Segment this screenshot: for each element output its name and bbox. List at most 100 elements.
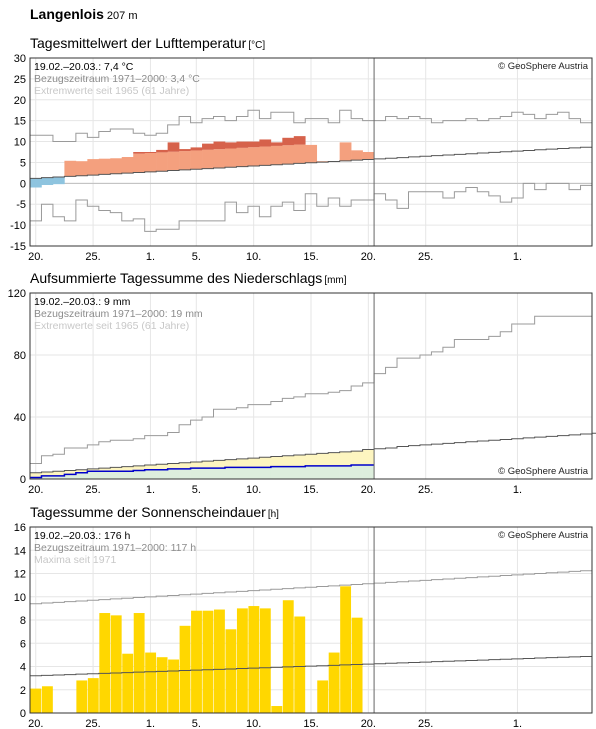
temp-bar-above [110,158,123,174]
precip-deficit [52,471,65,476]
sun-bar [282,600,294,713]
temp-unit: [°C] [248,40,266,51]
x-tick-label: 20. [28,484,43,496]
y-tick-label: -15 [10,241,26,253]
y-tick-label: 8 [20,615,26,627]
x-tick-label: 10. [246,251,261,263]
temp-bar-above-strong [213,141,226,150]
precip-area [52,475,65,479]
precip-area [87,471,100,479]
sun-bar [351,617,363,713]
precip-deficit [224,459,237,468]
precip-deficit [110,467,123,472]
sun-bar [99,613,111,713]
sun-bar [294,616,306,713]
sun-bar [259,608,271,713]
temp-bar-above [351,150,363,161]
sun-bar [317,680,329,713]
y-tick-label: -10 [10,220,26,232]
x-tick-label: 1. [513,484,522,496]
precip-area [202,468,214,479]
x-tick-label: 20. [361,251,376,263]
temp-bar-above-strong [293,136,306,145]
x-tick-label: 1. [146,251,155,263]
y-tick-label: 0 [20,708,26,720]
info-line: Bezugszeitraum 1971–2000: 117 h [34,542,196,554]
info-line: Bezugszeitraum 1971–2000: 3,4 °C [34,73,200,85]
x-tick-label: 5. [192,251,201,263]
precip-deficit [202,461,214,469]
sun-bar [214,609,225,713]
precip-area [98,471,111,479]
sun-bar [179,625,191,713]
precip-area [293,466,306,479]
precip-deficit [362,449,375,466]
sun-bar [225,629,237,713]
precip-area [133,470,145,479]
sun-bar [236,608,248,713]
temp-bar-above-strong [224,142,237,149]
temp-bar-above [213,149,226,168]
sun-max-line [30,570,592,605]
temp-bar-below [52,177,65,185]
temp-bar-above-strong [133,152,145,154]
x-tick-label: 20. [361,718,376,729]
precip-area [144,469,157,479]
info-line: Bezugszeitraum 1971–2000: 19 mm [34,308,203,320]
temp-bar-above [362,152,375,160]
sun-bar [248,606,260,713]
precip-area [351,465,363,479]
station-elevation: 207 m [106,10,138,22]
x-tick-label: 10. [246,484,261,496]
sun-title: Tagessumme der Sonnenscheindauer [30,504,266,520]
y-tick-label: 5 [20,157,26,169]
precip-deficit [270,456,283,467]
sun-bar [328,652,340,713]
temp-bar-above-strong [259,139,272,147]
x-tick-label: 25. [418,718,433,729]
sun-bar [76,680,88,713]
x-tick-label: 15. [303,718,318,729]
y-tick-label: 6 [20,638,26,650]
temp-bar-above-strong [179,149,191,152]
info-line: Extremwerte seit 1965 (61 Jahre) [34,85,189,97]
temp-normal-line [30,146,592,179]
info-line: 19.02.–20.03.: 7,4 °C [34,61,134,73]
y-tick-label: 4 [20,662,26,674]
precip-unit: [mm] [324,275,347,286]
precip-area [190,468,203,479]
temp-max-line [30,109,592,143]
precip-area [224,467,237,479]
temp-bar-above [339,142,352,161]
temp-bar-above [133,153,145,173]
temp-bar-above [156,152,168,172]
x-tick-label: 25. [85,718,100,729]
sun-bar [30,688,42,713]
x-tick-label: 15. [303,251,318,263]
sun-bar [122,653,134,713]
x-tick-label: 5. [192,484,201,496]
temp-bar-above [98,158,111,175]
y-tick-label: -5 [16,199,26,211]
precip-area [362,465,375,479]
temp-bar-above-strong [156,149,168,153]
precip-area [75,472,88,479]
precip-deficit [167,463,180,469]
sun-bar [145,652,157,713]
precip-area [30,477,42,479]
temp-bar-above [270,145,283,165]
temp-bar-above [247,147,260,167]
precip-deficit [293,454,306,467]
x-tick-label: 1. [146,484,155,496]
plot-frame [29,292,593,480]
precip-area [247,467,260,479]
sun-bar [41,686,53,713]
sun-bar [133,613,145,713]
precip-deficit [305,454,318,466]
precip-area [316,465,329,479]
copyright-label: © GeoSphere Austria [498,61,589,72]
precip-area [64,474,77,479]
info-line: 19.02.–20.03.: 176 h [34,530,130,542]
y-tick-label: 80 [14,350,26,362]
x-tick-label: 25. [418,251,433,263]
